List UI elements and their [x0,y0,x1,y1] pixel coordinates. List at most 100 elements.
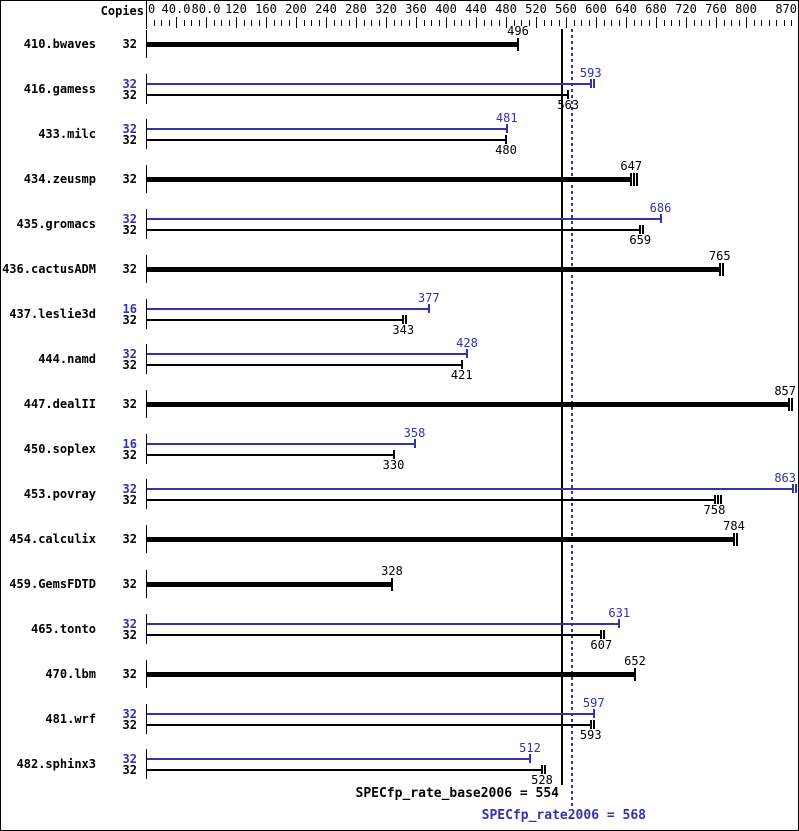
copies-value: 32 [122,347,137,361]
peak-value-label: 377 [417,291,440,305]
axis-tick [499,20,500,26]
benchmark-name: 436.cactusADM [2,262,96,276]
axis-tick [604,20,605,26]
axis-tick [311,20,312,26]
copies-value: 32 [122,172,137,186]
axis-tick-label: 640 [615,2,637,16]
base-bar [147,176,632,182]
axis-tick [334,20,335,26]
peak-bar [147,757,530,760]
bar-end-marker [593,720,595,729]
base-bar [147,453,394,456]
axis-tick [559,20,560,26]
axis-tick [446,17,447,28]
copies-value: 32 [122,482,137,496]
row-axis-line [146,255,147,283]
copies-value: 32 [122,133,137,147]
base-bar [147,723,591,726]
base-bar [147,401,789,407]
axis-tick [769,20,770,26]
copies-value: 32 [122,532,137,546]
axis-tick [394,20,395,26]
bar-end-marker [719,262,721,276]
axis-tick [589,20,590,26]
axis-tick [154,20,155,26]
bar-end-marker [603,630,605,639]
axis-tick [266,17,267,28]
axis-tick [424,20,425,26]
axis-tick [259,20,260,26]
axis-tick [161,20,162,26]
axis-tick [686,17,687,28]
bar-end-marker [642,225,644,234]
peak-bar [147,307,429,310]
copies-value: 32 [122,617,137,631]
base-value-label: 421 [450,368,473,382]
base-bar [147,498,715,501]
axis-tick-label: 440 [465,2,487,16]
copies-value: 16 [122,302,137,316]
axis-tick [214,20,215,26]
copies-value: 32 [122,667,137,681]
axis-tick [611,20,612,26]
base-bar [147,318,404,321]
axis-tick [199,20,200,26]
axis-tick [506,17,507,28]
axis-tick [521,20,522,26]
benchmark-name: 433.milc [38,127,96,141]
axis-tick [244,20,245,26]
copies-value: 32 [122,628,137,642]
axis-origin-line [146,1,147,29]
bar-end-marker [733,532,735,546]
peak-bar [147,352,467,355]
copies-value: 16 [122,437,137,451]
peak-bar [147,622,620,625]
axis-tick [304,20,305,26]
base-value-label: 480 [495,143,517,157]
axis-tick [649,20,650,26]
bar-end-marker [633,172,635,186]
bar-end-marker [714,495,716,504]
benchmark-name: 453.povray [23,487,96,501]
bar-end-marker [590,79,592,88]
row-axis-line [146,344,147,374]
row-axis-line [146,74,147,104]
bar-end-marker [660,214,662,223]
axis-tick-label: 160 [255,2,277,16]
base-value-label: 593 [579,728,602,742]
axis-tick [671,20,672,26]
bar-end-marker [636,172,638,186]
axis-tick [619,20,620,26]
axis-tick [626,17,627,28]
bar-end-marker [428,304,430,313]
base-value-label: 758 [703,503,726,517]
axis-tick [236,17,237,28]
base-value-label: 784 [723,519,745,533]
axis-tick [754,20,755,26]
axis-tick [319,20,320,26]
bar-end-marker [630,172,632,186]
axis-tick [221,20,222,26]
axis-tick [401,20,402,26]
copies-value: 32 [122,752,137,766]
axis-tick-label: 520 [525,2,547,16]
axis-tick [641,20,642,26]
axis-tick-label: 240 [315,2,337,16]
axis-tick [169,20,170,26]
base-bar [147,581,392,587]
axis-tick [341,20,342,26]
axis-tick [349,20,350,26]
base-bar [147,363,462,366]
axis-tick-label: 870 [775,2,797,16]
row-axis-line [146,434,147,464]
row-axis-line [146,30,147,58]
row-axis-line [146,390,147,418]
axis-tick [184,20,185,26]
axis-tick [634,20,635,26]
axis-tick [461,20,462,26]
bar-end-marker [414,439,416,448]
benchmark-name: 454.calculix [9,532,96,546]
bar-end-marker [717,495,719,504]
bar-end-marker [720,495,722,504]
